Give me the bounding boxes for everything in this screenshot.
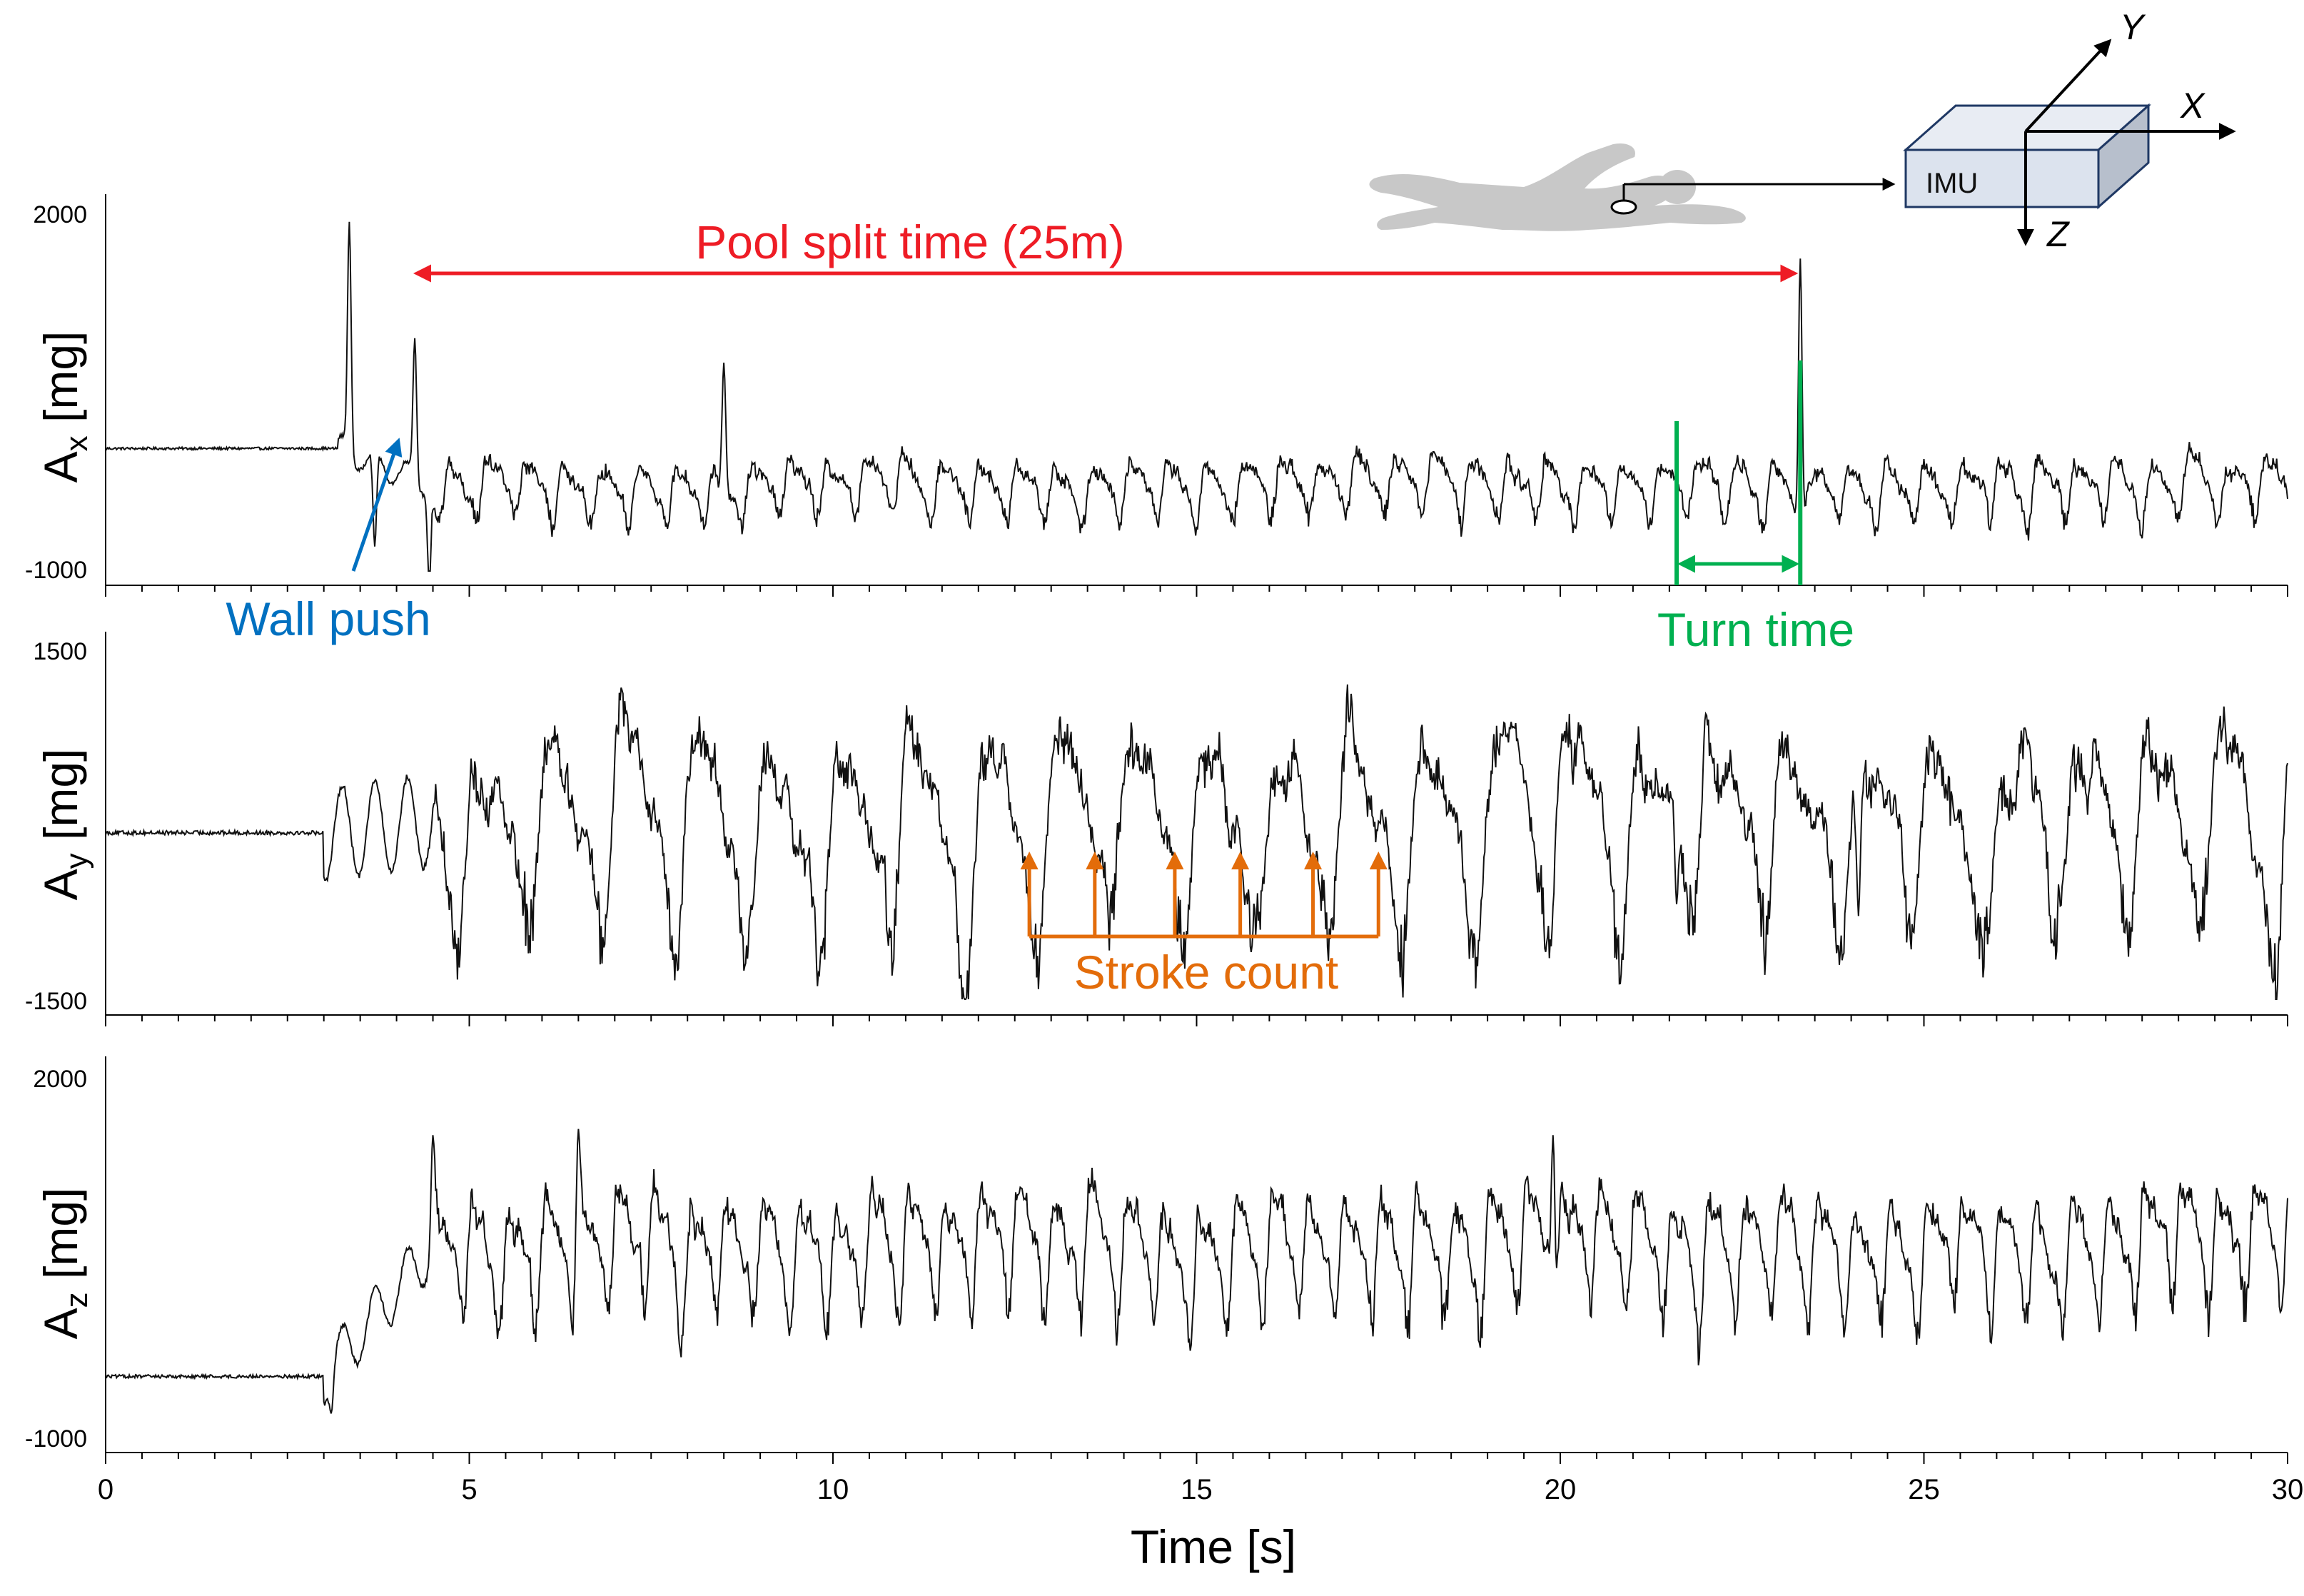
panel-ax: 2000 -1000 Ax [mg] [25, 194, 2288, 586]
panel-ay-signal-line [105, 684, 2288, 1000]
panel-ay-ytick-bottom: -1500 [25, 988, 87, 1015]
pool-split-annotation: Pool split time (25m) [413, 216, 1799, 283]
imu-diagram: IMU X Y Z [1903, 7, 2236, 254]
panel-az-ylabel: Az [mg] [34, 1188, 94, 1340]
x-tick-label: 25 [1908, 1474, 1940, 1505]
imu-z-axis-label: Z [2046, 214, 2070, 254]
panel-ax-ylabel-unit: [mg] [34, 331, 87, 436]
imu-x-axis-label: X [2180, 86, 2206, 126]
wall-push-arrow [351, 438, 403, 572]
panel-az-ylabel-main: A [34, 1308, 87, 1339]
x-tick-label: 15 [1181, 1474, 1213, 1505]
x-tick-label: 5 [461, 1474, 477, 1505]
swimmer-icon [1369, 143, 1746, 231]
panel-ay-ytick-top: 1500 [33, 638, 87, 665]
panel-az-ytick-bottom: -1000 [25, 1425, 87, 1453]
x-tick-label: 10 [817, 1474, 849, 1505]
panel-az-ylabel-sub: z [59, 1292, 94, 1308]
panel-ax-ylabel-main: A [34, 451, 87, 483]
panel-ay-ylabel-main: A [34, 869, 87, 900]
panel-az-signal-line [105, 1128, 2288, 1414]
sensor-marker-icon [1610, 178, 1896, 215]
imu-y-axis-label: Y [2120, 7, 2146, 47]
imu-box-front [1904, 148, 2100, 208]
x-tick-marks [105, 585, 2288, 1464]
panel-az-ylabel-unit: [mg] [34, 1188, 87, 1293]
panel-ax-ytick-bottom: -1000 [25, 557, 87, 584]
panel-ax-signal-line [105, 221, 2288, 572]
imu-y-axis-arrow [2024, 39, 2112, 133]
panel-ay-ylabel: Ay [mg] [34, 749, 94, 901]
wall-push-annotation: Wall push [226, 438, 431, 645]
panel-az-ytick-top: 2000 [33, 1066, 87, 1093]
panel-ay-ylabel-sub: y [59, 853, 94, 869]
x-tick-label: 20 [1545, 1474, 1577, 1505]
pool-split-label: Pool split time (25m) [695, 216, 1125, 268]
stroke-count-annotation: Stroke count [1020, 852, 1388, 999]
wall-push-label: Wall push [226, 592, 430, 645]
x-tick-labels: 0 5 10 15 20 25 30 [98, 1474, 2303, 1505]
x-tick-label: 30 [2272, 1474, 2304, 1505]
panel-ay-ylabel-unit: [mg] [34, 749, 87, 854]
panel-ax-ylabel-sub: x [59, 435, 94, 451]
imu-box-label: IMU [1926, 168, 1978, 199]
turn-time-annotation: Turn time [1657, 360, 1854, 656]
x-axis-label: Time [s] [1131, 1520, 1296, 1573]
x-tick-label: 0 [98, 1474, 113, 1505]
stroke-count-label: Stroke count [1074, 946, 1339, 999]
turn-time-label: Turn time [1657, 603, 1854, 656]
panel-az: 2000 -1000 Az [mg] [25, 1056, 2288, 1453]
panel-ax-ylabel: Ax [mg] [34, 331, 94, 483]
panel-ax-ytick-top: 2000 [33, 201, 87, 228]
stroke-count-arrows [1020, 852, 1388, 936]
